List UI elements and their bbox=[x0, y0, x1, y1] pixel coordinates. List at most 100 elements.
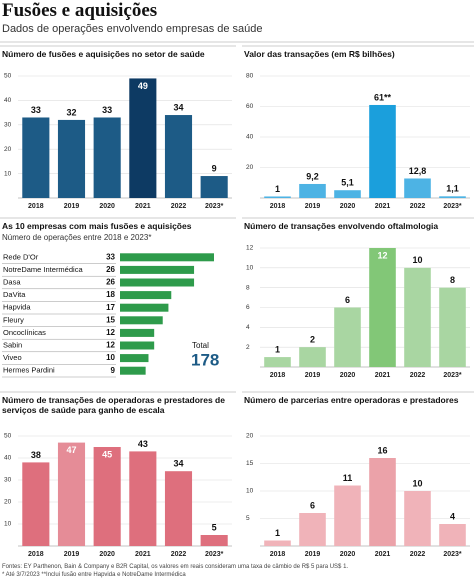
category-label: NotreDame Intermédica bbox=[3, 265, 83, 274]
y-tick-label: 10 bbox=[4, 170, 12, 177]
bar bbox=[57, 442, 86, 546]
y-tick-label: 60 bbox=[246, 103, 254, 110]
value-label: 5,1 bbox=[341, 178, 354, 188]
y-tick-label: 5 bbox=[246, 515, 250, 522]
y-tick-label: 2 bbox=[246, 344, 250, 351]
bar bbox=[120, 316, 163, 325]
category-label: Fleury bbox=[3, 315, 24, 324]
value-label: 12,8 bbox=[409, 166, 427, 176]
x-tick-label: 2022 bbox=[410, 203, 426, 210]
x-tick-label: 2020 bbox=[340, 551, 356, 558]
bar bbox=[369, 458, 396, 546]
value-label: 33 bbox=[102, 105, 112, 115]
total-label: Total bbox=[192, 341, 209, 350]
value-label: 1 bbox=[275, 184, 280, 194]
bar bbox=[299, 513, 326, 546]
category-label: Sabin bbox=[3, 340, 22, 349]
value-label: 15 bbox=[106, 315, 115, 324]
page-subtitle: Dados de operações envolvendo empresas d… bbox=[2, 23, 263, 35]
y-tick-label: 50 bbox=[4, 73, 12, 80]
value-label: 1 bbox=[275, 528, 280, 538]
bar bbox=[57, 119, 86, 198]
value-label: 8 bbox=[450, 275, 455, 285]
x-tick-label: 2019 bbox=[64, 551, 80, 558]
value-label: 5 bbox=[212, 522, 217, 532]
bar bbox=[129, 78, 157, 198]
x-tick-label: 2018 bbox=[28, 203, 44, 210]
chart-title: Número de parcerias entre operadoras e p… bbox=[244, 395, 459, 405]
x-tick-label: 2022 bbox=[171, 551, 187, 558]
source: Fontes: EY Parthenon, Bain & Company e B… bbox=[2, 564, 349, 570]
x-tick-label: 2022 bbox=[410, 372, 426, 379]
bar bbox=[120, 341, 155, 350]
y-tick-label: 40 bbox=[4, 455, 12, 462]
value-label: 34 bbox=[173, 459, 183, 469]
chart-title: As 10 empresas com mais fusões e aquisiç… bbox=[2, 221, 192, 231]
bar bbox=[264, 196, 291, 198]
value-label: 12 bbox=[106, 341, 115, 350]
x-tick-label: 2021 bbox=[375, 551, 391, 558]
bar bbox=[120, 253, 214, 262]
value-label: 1 bbox=[275, 344, 280, 354]
x-tick-label: 2023* bbox=[205, 551, 224, 558]
y-tick-label: 12 bbox=[246, 245, 254, 252]
value-label: 9,2 bbox=[306, 171, 319, 181]
x-tick-label: 2019 bbox=[305, 203, 321, 210]
bar bbox=[22, 462, 50, 546]
x-tick-label: 2020 bbox=[99, 551, 115, 558]
category-label: Hapvida bbox=[3, 303, 31, 312]
y-tick-label: 20 bbox=[4, 146, 12, 153]
y-tick-label: 20 bbox=[4, 499, 12, 506]
y-tick-label: 8 bbox=[246, 284, 250, 291]
value-label: 9 bbox=[111, 366, 116, 375]
bar bbox=[264, 540, 291, 546]
y-tick-label: 50 bbox=[4, 433, 12, 440]
x-tick-label: 2021 bbox=[375, 372, 391, 379]
category-label: Dasa bbox=[3, 277, 21, 286]
chart-title: Número de fusões e aquisições no setor d… bbox=[2, 49, 205, 59]
bar bbox=[120, 303, 169, 312]
category-label: Rede D'Or bbox=[3, 252, 39, 261]
x-tick-label: 2020 bbox=[340, 372, 356, 379]
bar bbox=[334, 485, 361, 546]
y-tick-label: 20 bbox=[246, 433, 254, 440]
value-label: 61** bbox=[374, 92, 392, 102]
x-tick-label: 2018 bbox=[270, 551, 286, 558]
value-label: 38 bbox=[31, 450, 41, 460]
value-label: 6 bbox=[310, 500, 315, 510]
bar bbox=[93, 447, 121, 546]
chart-title: Número de transações de operadoras e pre… bbox=[2, 395, 225, 415]
value-label: 43 bbox=[138, 439, 148, 449]
value-label: 2 bbox=[310, 335, 315, 345]
chart-subtitle: Número de operações entre 2018 e 2023* bbox=[2, 233, 152, 242]
bar bbox=[22, 117, 50, 198]
x-tick-label: 2019 bbox=[305, 372, 321, 379]
y-tick-label: 10 bbox=[246, 488, 254, 495]
value-label: 32 bbox=[66, 107, 76, 117]
bar bbox=[129, 451, 157, 546]
x-tick-label: 2022 bbox=[410, 551, 426, 558]
value-label: 9 bbox=[212, 163, 217, 173]
value-label: 26 bbox=[106, 265, 115, 274]
value-label: 10 bbox=[106, 353, 115, 362]
x-tick-label: 2023* bbox=[443, 372, 462, 379]
chart-title: Número de transações envolvendo oftalmol… bbox=[244, 221, 439, 231]
category-label: Viveo bbox=[3, 353, 22, 362]
value-label: 1,1 bbox=[446, 184, 459, 194]
y-tick-label: 30 bbox=[4, 122, 12, 129]
category-label: Oncoclínicas bbox=[3, 328, 46, 337]
value-label: 45 bbox=[102, 449, 112, 459]
value-label: 49 bbox=[138, 81, 148, 91]
x-tick-label: 2018 bbox=[28, 551, 44, 558]
bar bbox=[334, 190, 361, 198]
y-tick-label: 10 bbox=[246, 265, 254, 272]
value-label: 12 bbox=[377, 250, 387, 260]
bar bbox=[164, 115, 193, 198]
bar bbox=[404, 491, 431, 546]
value-label: 33 bbox=[106, 252, 115, 261]
value-label: 4 bbox=[450, 511, 455, 521]
bar bbox=[334, 307, 361, 367]
bar bbox=[369, 104, 396, 198]
bar bbox=[439, 196, 466, 198]
